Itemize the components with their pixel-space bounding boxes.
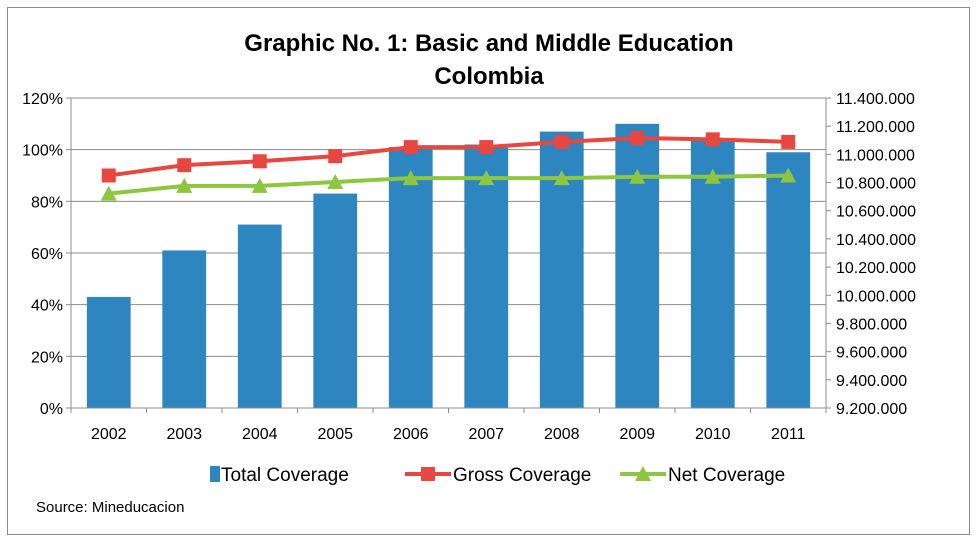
bar-2009: [615, 123, 660, 408]
x-axis-ticks: 2002 2003 2004 2005 2006 2007 2008 2009 2010 2011: [91, 426, 806, 443]
point-gross-coverage-2011: [781, 134, 796, 149]
point-gross-coverage-2005: [328, 149, 343, 164]
point-net-coverage-2010: [704, 168, 721, 184]
bar-2004: [237, 224, 282, 408]
point-net-coverage-2009: [629, 168, 646, 184]
point-gross-coverage-2004: [252, 154, 267, 169]
point-net-coverage-2006: [402, 170, 419, 186]
right-tick-label: 11.000.000: [836, 147, 915, 164]
left-tick-label: 60%: [31, 246, 63, 263]
chart-title: Graphic No. 1: Basic and Middle Educatio…: [244, 30, 733, 57]
line-gross-coverage: [108, 136, 789, 178]
left-tick-label: 120%: [22, 91, 63, 108]
point-gross-coverage-2009: [630, 131, 645, 146]
point-net-coverage-2011: [780, 167, 797, 183]
right-tick-label: 10.600.000: [836, 204, 916, 221]
x-tick-label: 2003: [166, 426, 202, 443]
right-tick-label: 10.200.000: [836, 260, 916, 277]
right-tick-label: 9.600.000: [836, 345, 907, 362]
bar-2011: [766, 152, 811, 408]
legend-marker-gross-coverage: [421, 467, 435, 481]
x-tick-label: 2002: [91, 426, 127, 443]
source-note: Source: Mineducacion: [36, 499, 184, 516]
point-net-coverage-2004: [251, 177, 268, 193]
left-tick-label: 100%: [22, 143, 63, 160]
point-gross-coverage-2006: [403, 140, 418, 155]
point-net-coverage-2002: [100, 185, 117, 201]
bar-2006: [388, 147, 433, 409]
bar-2003: [162, 250, 207, 408]
point-net-coverage-2005: [327, 173, 344, 189]
right-tick-label: 9.200.000: [836, 401, 907, 418]
point-gross-coverage-2003: [177, 158, 192, 173]
x-tick-label: 2004: [242, 426, 278, 443]
legend-label-gross-coverage: Gross Coverage: [453, 465, 591, 486]
bar-2005: [313, 193, 358, 408]
x-tick-label: 2005: [317, 426, 353, 443]
right-tick-label: 10.400.000: [836, 232, 916, 249]
right-tick-label: 10.800.000: [836, 176, 916, 193]
right-tick-label: 9.400.000: [836, 373, 907, 390]
bar-2010: [690, 139, 735, 409]
left-tick-label: 0%: [40, 401, 63, 418]
left-tick-label: 80%: [31, 194, 63, 211]
point-gross-coverage-2007: [479, 140, 494, 155]
chart-subtitle: Colombia: [434, 63, 544, 90]
x-tick-label: 2006: [393, 426, 429, 443]
legend-marker-net-coverage: [635, 466, 651, 481]
x-tick-label: 2009: [619, 426, 655, 443]
legend: Total Coverage Gross Coverage Net Coverage: [210, 465, 785, 486]
legend-label-net-coverage: Net Coverage: [668, 465, 785, 486]
bar-2002: [86, 296, 131, 408]
point-net-coverage-2003: [176, 177, 193, 193]
left-tick-label: 40%: [31, 298, 63, 315]
bars-group: [86, 123, 811, 409]
right-tick-label: 11.200.000: [836, 119, 915, 136]
bar-2007: [464, 144, 509, 408]
x-tick-label: 2008: [544, 426, 580, 443]
x-tick-label: 2011: [771, 426, 806, 443]
left-tick-label: 20%: [31, 349, 63, 366]
x-tick-label: 2010: [695, 426, 731, 443]
right-axis-ticks: 9.200.000 9.400.000 9.600.000 9.800.000 10.0…: [836, 91, 916, 418]
point-gross-coverage-2010: [705, 132, 720, 147]
x-tick-label: 2007: [468, 426, 504, 443]
right-tick-label: 9.800.000: [836, 316, 907, 333]
line-net-coverage: [108, 173, 789, 196]
chart-frame: Graphic No. 1: Basic and Middle Educatio…: [7, 7, 970, 535]
chart-svg: Graphic No. 1: Basic and Middle Educatio…: [22, 30, 916, 516]
legend-label-total-coverage: Total Coverage: [221, 465, 349, 486]
point-gross-coverage-2008: [554, 134, 569, 149]
axes-group: [66, 97, 831, 413]
point-net-coverage-2007: [478, 170, 495, 186]
lines-group: [100, 131, 797, 201]
point-gross-coverage-2002: [101, 168, 116, 183]
legend-swatch-total-coverage: [210, 466, 220, 482]
right-tick-label: 11.400.000: [836, 91, 915, 108]
right-tick-label: 10.000.000: [836, 288, 916, 305]
left-axis-ticks: 0% 20% 40% 60% 80% 100% 120%: [22, 91, 63, 418]
point-net-coverage-2008: [553, 170, 570, 186]
